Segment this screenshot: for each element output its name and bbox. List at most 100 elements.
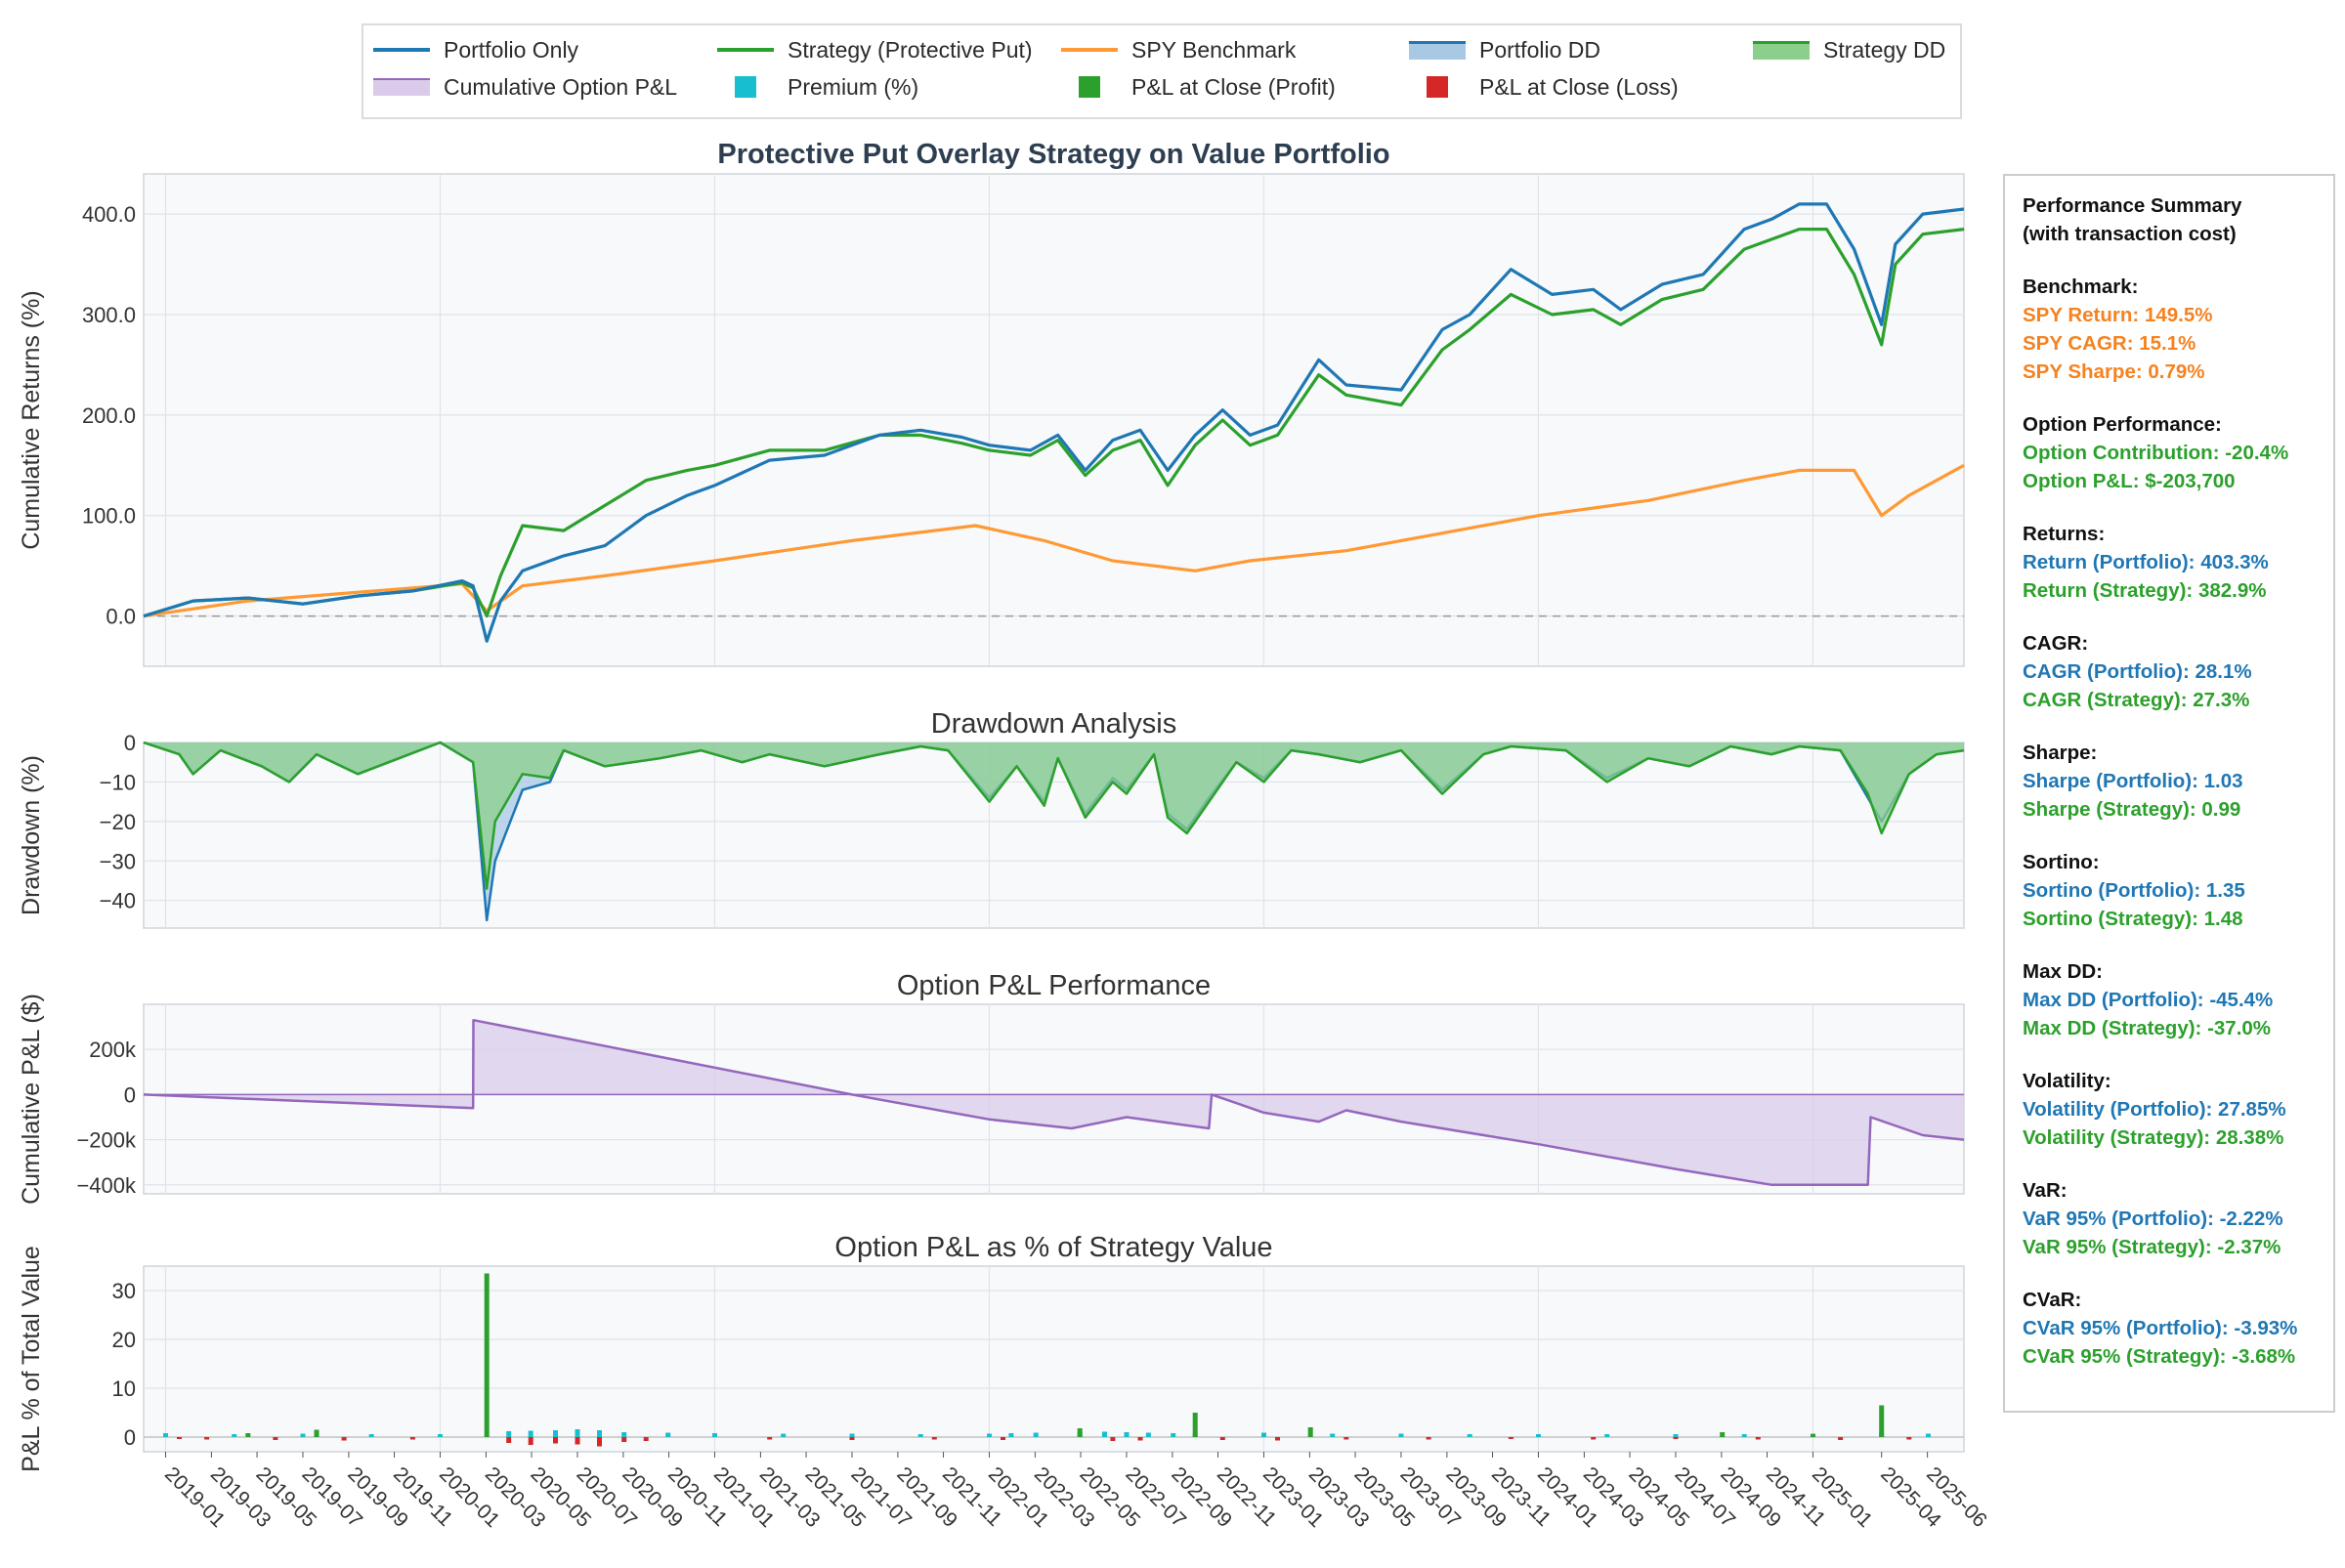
y-axis-label: P&L % of Total Value xyxy=(18,1246,45,1472)
summary-heading: Returns: xyxy=(2023,523,2106,545)
y-tick-label: 300.0 xyxy=(82,303,136,327)
bar-premium- xyxy=(232,1434,237,1437)
y-tick-label: 0 xyxy=(124,1082,136,1107)
bar-premium- xyxy=(1926,1433,1931,1437)
y-tick-label: 400.0 xyxy=(82,202,136,227)
bar-premium- xyxy=(712,1433,717,1437)
series-line-strategy-dd xyxy=(143,741,1965,890)
legend-portfolio-only: Portfolio Only xyxy=(373,35,578,64)
bar-p-l-at-close-profit- xyxy=(1077,1428,1083,1437)
summary-metric: Max DD (Strategy): -37.0% xyxy=(2023,1017,2272,1039)
bar-p-l-at-close-profit- xyxy=(314,1429,320,1437)
summary-metric: VaR 95% (Portfolio): -2.22% xyxy=(2023,1208,2283,1230)
legend-label: Cumulative Option P&L xyxy=(444,73,678,100)
bar-premium- xyxy=(781,1433,787,1437)
y-tick-label: −30 xyxy=(100,849,136,873)
summary-metric: SPY Sharpe: 0.79% xyxy=(2023,360,2205,383)
bar-p-l-at-close-profit- xyxy=(1720,1432,1726,1437)
bar-p-l-at-close-loss- xyxy=(1343,1437,1349,1440)
legend-swatch xyxy=(1409,40,1466,60)
bar-p-l-at-close-loss- xyxy=(204,1437,210,1440)
bar-premium- xyxy=(665,1432,671,1437)
summary-heading: Max DD: xyxy=(2023,960,2104,983)
bar-premium- xyxy=(368,1434,374,1437)
legend-label: SPY Benchmark xyxy=(1131,36,1297,63)
y-tick-label: 200k xyxy=(89,1038,137,1062)
bar-premium- xyxy=(987,1433,992,1437)
series-line-strategy-protective-put- xyxy=(143,228,1965,618)
legend-label: Strategy DD xyxy=(1823,36,1946,63)
legend-premium: Premium (%) xyxy=(717,72,918,102)
summary-heading: Sharpe: xyxy=(2023,742,2098,764)
bar-premium- xyxy=(528,1430,533,1437)
summary-heading: CVaR: xyxy=(2023,1289,2082,1311)
legend-swatch xyxy=(1061,48,1118,52)
summary-metric: Sharpe (Portfolio): 1.03 xyxy=(2023,770,2243,792)
bar-p-l-at-close-loss- xyxy=(643,1437,649,1441)
bar-p-l-at-close-loss- xyxy=(1906,1437,1912,1440)
y-tick-label: 200.0 xyxy=(82,403,136,428)
bar-p-l-at-close-profit- xyxy=(1879,1405,1885,1437)
summary-heading: VaR: xyxy=(2023,1179,2068,1202)
bar-premium- xyxy=(163,1433,168,1437)
legend-cumulative-option-pnl: Cumulative Option P&L xyxy=(373,72,677,102)
bar-premium- xyxy=(1741,1434,1747,1437)
performance-summary-panel: Performance Summary (with transaction co… xyxy=(2003,174,2335,1413)
bar-p-l-at-close-loss- xyxy=(273,1437,278,1440)
summary-metric: Max DD (Portfolio): -45.4% xyxy=(2023,989,2274,1011)
bar-premium- xyxy=(1102,1431,1107,1437)
legend-label: P&L at Close (Loss) xyxy=(1479,73,1679,100)
summary-metric: VaR 95% (Strategy): -2.37% xyxy=(2023,1236,2281,1258)
bar-premium- xyxy=(1536,1434,1541,1437)
bar-premium- xyxy=(438,1434,443,1437)
legend-swatch xyxy=(717,48,774,52)
bar-premium- xyxy=(1261,1432,1266,1437)
bar-p-l-at-close-loss- xyxy=(575,1437,580,1445)
bar-premium- xyxy=(1124,1432,1130,1437)
bar-premium- xyxy=(553,1430,558,1437)
legend-swatch xyxy=(1753,40,1810,60)
bar-p-l-at-close-loss- xyxy=(506,1437,512,1443)
bar-p-l-at-close-loss- xyxy=(1001,1437,1005,1440)
summary-heading: Option Performance: xyxy=(2023,413,2222,436)
bar-p-l-at-close-profit- xyxy=(1307,1427,1313,1437)
summary-metric: SPY CAGR: 15.1% xyxy=(2023,332,2196,355)
bar-p-l-at-close-loss- xyxy=(849,1437,855,1440)
bar-p-l-at-close-loss- xyxy=(1838,1437,1844,1440)
summary-heading: Volatility: xyxy=(2023,1070,2111,1092)
y-tick-label: −20 xyxy=(100,810,136,834)
plot-area xyxy=(143,173,1965,667)
legend-strategy: Strategy (Protective Put) xyxy=(717,35,1033,64)
series-line-cumulative-option-p-l xyxy=(143,1018,1965,1187)
legend-label: Strategy (Protective Put) xyxy=(788,36,1033,63)
legend-spy-benchmark: SPY Benchmark xyxy=(1061,35,1296,64)
legend-pnl-profit: P&L at Close (Profit) xyxy=(1061,72,1336,102)
bar-premium- xyxy=(1467,1434,1472,1437)
bar-premium- xyxy=(849,1433,855,1437)
bar-premium- xyxy=(506,1431,512,1437)
legend-label: Premium (%) xyxy=(788,73,919,100)
legend-label: P&L at Close (Profit) xyxy=(1131,73,1336,100)
bar-p-l-at-close-loss- xyxy=(597,1437,602,1447)
bar-p-l-at-close-profit- xyxy=(484,1273,490,1437)
summary-title-line: Performance Summary xyxy=(2023,194,2242,217)
y-tick-label: −200k xyxy=(76,1128,137,1153)
bar-premium- xyxy=(621,1432,627,1437)
bar-p-l-at-close-loss- xyxy=(1673,1437,1679,1439)
legend-swatch xyxy=(1079,76,1100,98)
y-axis-label: Cumulative P&L ($) xyxy=(18,994,45,1205)
bar-p-l-at-close-profit- xyxy=(245,1433,251,1437)
plot-area xyxy=(143,1265,1965,1453)
summary-metric: Return (Strategy): 382.9% xyxy=(2023,579,2267,602)
series-line-portfolio-only xyxy=(143,202,1965,643)
bar-p-l-at-close-loss- xyxy=(553,1437,558,1444)
summary-metric: Volatility (Strategy): 28.38% xyxy=(2023,1126,2284,1149)
y-tick-label: 100.0 xyxy=(82,504,136,529)
bar-premium- xyxy=(1008,1433,1014,1437)
y-tick-label: 0.0 xyxy=(106,605,136,629)
legend-strategy-dd: Strategy DD xyxy=(1753,35,1945,64)
bar-premium- xyxy=(597,1430,602,1437)
legend-label: Portfolio DD xyxy=(1479,36,1600,63)
y-tick-label: 20 xyxy=(112,1328,136,1352)
panel-title: Drawdown Analysis xyxy=(931,708,1176,740)
